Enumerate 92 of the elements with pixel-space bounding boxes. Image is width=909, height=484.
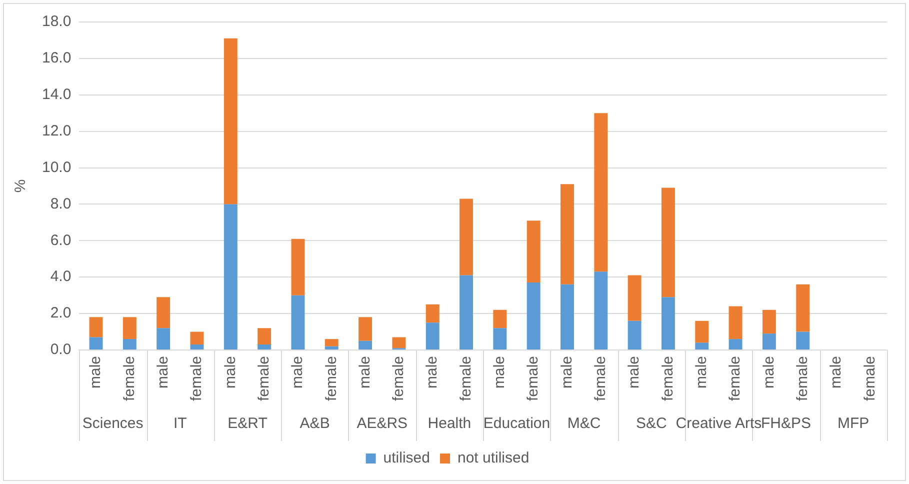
x-tick-label: female <box>390 356 408 402</box>
bar <box>628 275 642 321</box>
bar <box>796 284 810 332</box>
bar <box>156 328 170 350</box>
x-tick-label: female <box>457 356 474 402</box>
x-tick-label: male <box>491 356 508 388</box>
y-tick-label: 10.0 <box>42 158 72 176</box>
bar <box>762 334 776 350</box>
x-tick-label: female <box>524 356 542 402</box>
legend-label: not utilised <box>457 450 530 467</box>
bar <box>695 342 709 350</box>
text: AE&RS <box>356 415 408 432</box>
bar <box>661 297 675 350</box>
bar <box>628 320 642 350</box>
bar <box>89 337 103 350</box>
text: Health <box>428 415 472 432</box>
bar <box>526 282 540 350</box>
bar <box>695 320 709 343</box>
bar <box>258 328 272 345</box>
text: M&C <box>567 415 601 432</box>
y-tick-label: 0.0 <box>50 341 72 358</box>
y-axis-title: % <box>12 179 30 193</box>
y-tick-label: 16.0 <box>42 50 72 67</box>
bar <box>324 339 338 346</box>
x-tick-label: male <box>558 356 576 388</box>
text: S&C <box>636 415 667 432</box>
y-tick-label: 18.0 <box>42 13 72 30</box>
bar <box>560 284 574 350</box>
x-tick-label: female <box>794 356 811 402</box>
text: E&RT <box>228 415 268 432</box>
bar <box>190 344 204 350</box>
x-tick-label: male <box>154 356 172 388</box>
bar <box>190 332 204 345</box>
x-tick-label: male <box>828 356 845 388</box>
x-tick-label: female <box>592 356 610 402</box>
bar <box>728 306 742 340</box>
bar <box>258 344 272 350</box>
y-tick-label: 14.0 <box>42 86 72 104</box>
text: FH&PS <box>761 415 812 432</box>
x-tick-label: female <box>861 356 878 402</box>
x-tick-label: male <box>87 356 104 388</box>
x-tick-label: male <box>760 356 778 388</box>
y-tick-label: 4.0 <box>50 268 72 286</box>
bar <box>728 339 742 350</box>
text: Creative Arts <box>676 415 762 432</box>
text: A&B <box>300 415 330 432</box>
bar <box>493 328 507 350</box>
bar <box>392 337 406 348</box>
bar <box>324 346 338 350</box>
text: Education <box>483 415 550 432</box>
bar <box>89 317 103 338</box>
bar <box>426 322 440 350</box>
x-tick-label: female <box>188 356 206 402</box>
x-tick-label: male <box>424 356 441 388</box>
bar <box>762 310 776 334</box>
x-tick-label: male <box>626 356 643 388</box>
x-tick-label: male <box>693 356 710 388</box>
y-tick-label: 2.0 <box>50 304 72 322</box>
y-tick-label: 8.0 <box>50 195 72 212</box>
bar <box>291 238 305 296</box>
bar <box>460 198 473 276</box>
bar <box>594 113 608 272</box>
bar <box>526 220 540 283</box>
x-tick-label: female <box>726 356 744 402</box>
text: IT <box>174 415 187 432</box>
x-tick-label: male <box>289 356 306 388</box>
bar <box>358 317 372 341</box>
bar <box>291 295 305 350</box>
bar <box>224 204 238 350</box>
text: Sciences <box>82 415 144 432</box>
y-tick-label: 12.0 <box>42 122 72 140</box>
bar <box>661 188 675 298</box>
x-tick-label: female <box>255 356 272 402</box>
bar <box>156 297 170 328</box>
bar <box>796 332 810 350</box>
x-tick-label: female <box>120 356 138 402</box>
x-tick-label: male <box>222 356 239 388</box>
bar <box>358 340 372 350</box>
text: MFP <box>838 415 870 432</box>
bar <box>594 272 608 350</box>
x-tick-label: female <box>322 356 340 402</box>
x-tick-label: male <box>356 356 374 388</box>
bar <box>224 38 238 204</box>
bar <box>460 275 473 350</box>
bar <box>493 310 507 328</box>
x-tick-label: female <box>659 356 676 402</box>
legend-label: utilised <box>383 450 430 467</box>
bar <box>426 304 440 323</box>
y-tick-label: 6.0 <box>50 232 72 249</box>
bar <box>560 184 574 284</box>
bar <box>122 339 136 350</box>
bar <box>122 317 136 340</box>
